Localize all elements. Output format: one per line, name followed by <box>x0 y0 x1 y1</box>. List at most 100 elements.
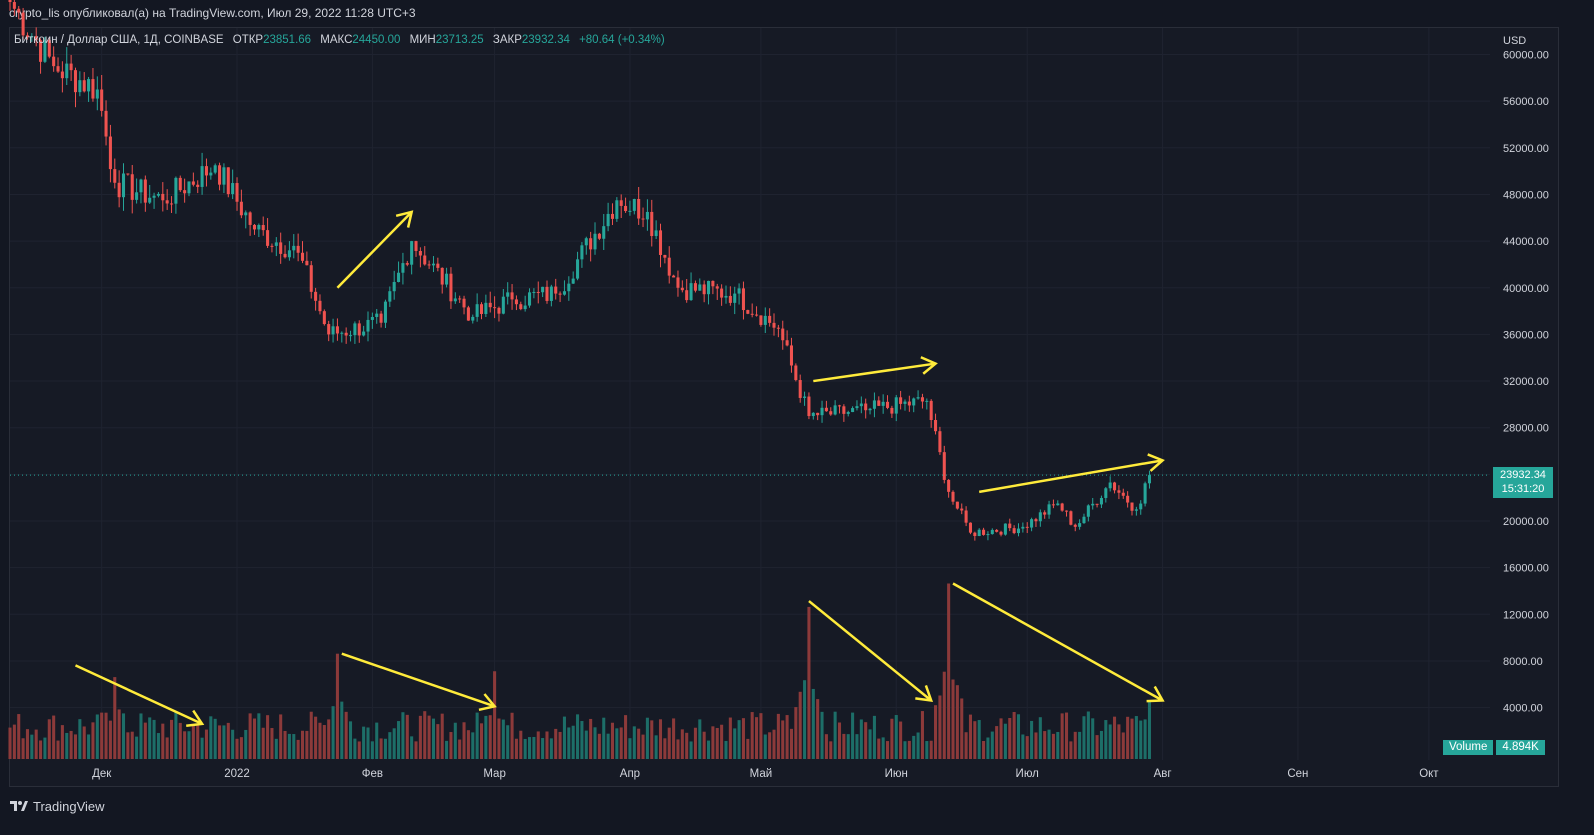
price-tick-label: 60000.00 <box>1503 50 1549 62</box>
candle-body <box>327 324 331 335</box>
candle-body <box>405 263 409 265</box>
volume-bar <box>602 717 606 759</box>
volume-bar <box>506 725 510 759</box>
volume-bar <box>314 716 318 759</box>
volume-bar <box>353 738 357 759</box>
volume-bar <box>1130 718 1134 759</box>
time-tick-label: Авг <box>1154 768 1172 780</box>
candle-body <box>1082 516 1086 524</box>
candle-body <box>65 63 69 79</box>
volume-bar <box>628 738 632 759</box>
volume-bar <box>794 707 798 759</box>
candle-body <box>440 267 444 285</box>
annotation-arrows <box>74 210 1165 728</box>
candle-body <box>715 286 719 289</box>
candle-body <box>300 252 305 261</box>
candle-body <box>12 2 16 9</box>
candle-body <box>567 283 571 292</box>
volume-bar <box>1047 729 1051 759</box>
candle-body <box>807 396 811 417</box>
candle-body <box>571 278 575 284</box>
candle-body <box>257 225 261 230</box>
volume-bar <box>576 714 580 759</box>
volume-bar <box>152 719 156 759</box>
candle-body <box>580 245 584 260</box>
candle-body <box>196 184 200 187</box>
volume-bar <box>252 718 257 759</box>
candle-body <box>768 315 772 323</box>
candle-body <box>750 313 754 315</box>
candle-body <box>349 335 353 337</box>
price-tick-label: 44000.00 <box>1503 236 1549 248</box>
volume-bar <box>947 583 951 759</box>
volume-bar <box>737 720 741 759</box>
candle-body <box>528 292 532 306</box>
candle-body <box>964 510 968 523</box>
candle-body <box>1078 523 1082 527</box>
volume-bar <box>405 714 409 759</box>
volume-bar <box>235 738 239 759</box>
candle-body <box>501 296 505 314</box>
candle-body <box>1064 510 1069 512</box>
volume-bar <box>209 716 213 759</box>
volume-bar <box>968 714 972 759</box>
candle-body <box>907 401 911 406</box>
volume-bar <box>392 728 396 759</box>
candle-body <box>401 263 405 273</box>
volume-bar <box>816 699 820 759</box>
candle-body <box>418 250 422 256</box>
candle-body <box>445 273 449 285</box>
candle-body <box>667 257 671 276</box>
time-tick-label: Окт <box>1419 768 1439 780</box>
candle-body <box>741 288 745 311</box>
volume-bar <box>571 725 575 759</box>
volume-bar <box>257 713 261 759</box>
annotation-arrow-head <box>915 684 934 703</box>
candle-body <box>1091 503 1095 506</box>
candle-body <box>864 403 868 411</box>
candle-body <box>239 201 243 216</box>
volume-bar <box>21 738 25 759</box>
candle-body <box>458 298 462 300</box>
volume-bar <box>562 716 566 759</box>
volume-bar <box>750 712 754 759</box>
volume-bar <box>846 734 850 759</box>
candle-body <box>999 531 1003 535</box>
volume-bar <box>811 688 815 759</box>
volume-bar <box>449 732 453 759</box>
volume-bar <box>479 723 484 759</box>
candle-body <box>410 241 414 265</box>
candle-body <box>698 284 702 291</box>
current-price-value: 23932.34 <box>1500 469 1546 481</box>
volume-bar <box>178 722 182 759</box>
candle-body <box>881 401 885 406</box>
candle-body <box>584 238 588 246</box>
tradingview-logo[interactable]: TradingView <box>10 795 105 817</box>
volume-bar <box>558 731 562 759</box>
volume-bar <box>837 722 842 759</box>
candle-body <box>43 40 47 62</box>
candle-body <box>1025 526 1029 528</box>
candle-body <box>1086 505 1090 517</box>
price-tick-label: 36000.00 <box>1503 329 1549 341</box>
volume-bar <box>174 712 178 759</box>
annotation-arrow-head <box>395 210 414 228</box>
candle-body <box>576 259 580 279</box>
volume-bar <box>1143 719 1147 759</box>
volume-bar <box>894 715 898 759</box>
volume-bar <box>702 731 706 759</box>
candle-body <box>309 265 313 292</box>
volume-bar <box>715 727 719 759</box>
volume-bar <box>344 711 348 759</box>
currency-label: USD <box>1503 35 1526 47</box>
candle-body <box>156 193 160 196</box>
candle-body <box>1021 526 1025 529</box>
chart-frame[interactable] <box>9 27 1559 787</box>
candle-body <box>60 71 64 79</box>
candle-body <box>91 79 95 99</box>
candle-body <box>990 529 994 535</box>
grid <box>10 28 1490 760</box>
candle-body <box>178 177 182 191</box>
low-value: 23713.25 <box>435 34 484 46</box>
